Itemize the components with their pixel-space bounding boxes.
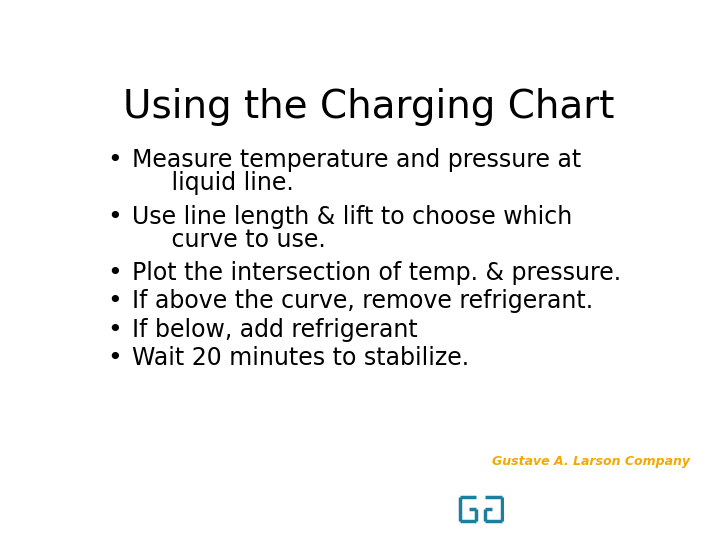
Text: Wait 20 minutes to stabilize.: Wait 20 minutes to stabilize. — [132, 346, 469, 370]
Text: curve to use.: curve to use. — [148, 228, 325, 252]
Text: If below, add refrigerant: If below, add refrigerant — [132, 318, 418, 342]
Text: liquid line.: liquid line. — [148, 171, 293, 195]
Text: If above the curve, remove refrigerant.: If above the curve, remove refrigerant. — [132, 289, 593, 313]
Text: •: • — [108, 346, 122, 370]
Text: Using the Charging Chart: Using the Charging Chart — [123, 87, 615, 126]
Text: •: • — [108, 205, 122, 228]
Text: Measure temperature and pressure at: Measure temperature and pressure at — [132, 148, 581, 172]
Text: •: • — [108, 289, 122, 313]
Text: •: • — [108, 148, 122, 172]
Text: •: • — [108, 261, 122, 285]
Text: Plot the intersection of temp. & pressure.: Plot the intersection of temp. & pressur… — [132, 261, 621, 285]
Text: Use line length & lift to choose which: Use line length & lift to choose which — [132, 205, 572, 228]
Text: •: • — [108, 318, 122, 342]
Text: Gustave A. Larson Company: Gustave A. Larson Company — [492, 455, 690, 468]
